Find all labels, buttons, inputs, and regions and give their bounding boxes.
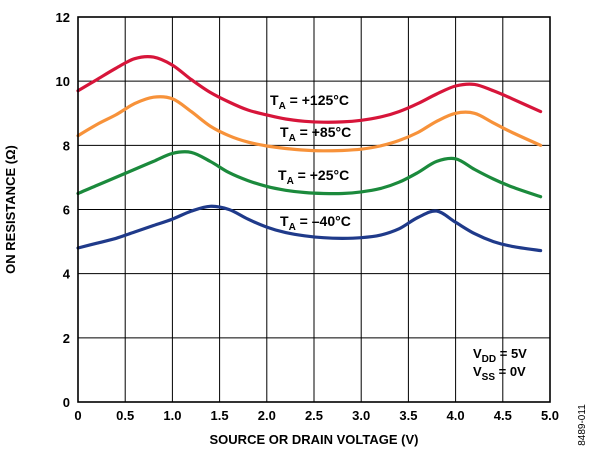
y-tick-label: 4: [63, 267, 71, 282]
x-tick-label: 1.0: [163, 408, 181, 423]
y-tick-label: 12: [56, 10, 70, 25]
x-tick-label: 3.0: [352, 408, 370, 423]
y-tick-label: 2: [63, 331, 70, 346]
x-tick-label: 4.5: [494, 408, 512, 423]
y-axis-label: ON RESISTANCE (Ω): [3, 145, 18, 274]
series-label-2: TA = +25°C: [278, 167, 349, 187]
series-layer: [76, 55, 543, 253]
grid: [78, 17, 550, 402]
y-tick-labels: 0 2 4 6 8 10 12: [56, 10, 71, 410]
y-tick-label: 0: [63, 395, 70, 410]
y-tick-label: 8: [63, 138, 70, 153]
x-tick-label: 0.5: [116, 408, 134, 423]
y-tick-label: 6: [63, 203, 70, 218]
plot-frame: [77, 16, 551, 403]
series-label-1: TA = +85°C: [280, 124, 351, 144]
x-tick-label: 2.0: [258, 408, 276, 423]
x-tick-label: 1.5: [211, 408, 229, 423]
annotation-1: VSS = 0V: [473, 364, 526, 383]
y-tick-label: 10: [56, 74, 70, 89]
x-tick-label: 0: [74, 408, 81, 423]
series-label-0: TA = +125°C: [270, 92, 349, 112]
x-axis-label: SOURCE OR DRAIN VOLTAGE (V): [210, 432, 419, 447]
series-line-1: [76, 95, 543, 153]
x-tick-label: 4.0: [447, 408, 465, 423]
series-line-2: [76, 150, 543, 199]
series-line-3: [76, 204, 543, 253]
x-tick-label: 5.0: [541, 408, 559, 423]
series-line-0: [76, 55, 543, 124]
annotation-0: VDD = 5V: [473, 346, 527, 365]
x-tick-label: 2.5: [305, 408, 323, 423]
x-tick-label: 3.5: [399, 408, 417, 423]
series-labels: TA = +125°C TA = +85°C TA = +25°C TA = –40°…: [270, 92, 351, 233]
x-tick-labels: 0 0.5 1.0 1.5 2.0 2.5 3.0 3.5 4.0 4.5 5.0: [74, 408, 559, 423]
series-label-3: TA = –40°C: [280, 213, 351, 233]
figure-id: 8489-011: [577, 404, 588, 446]
